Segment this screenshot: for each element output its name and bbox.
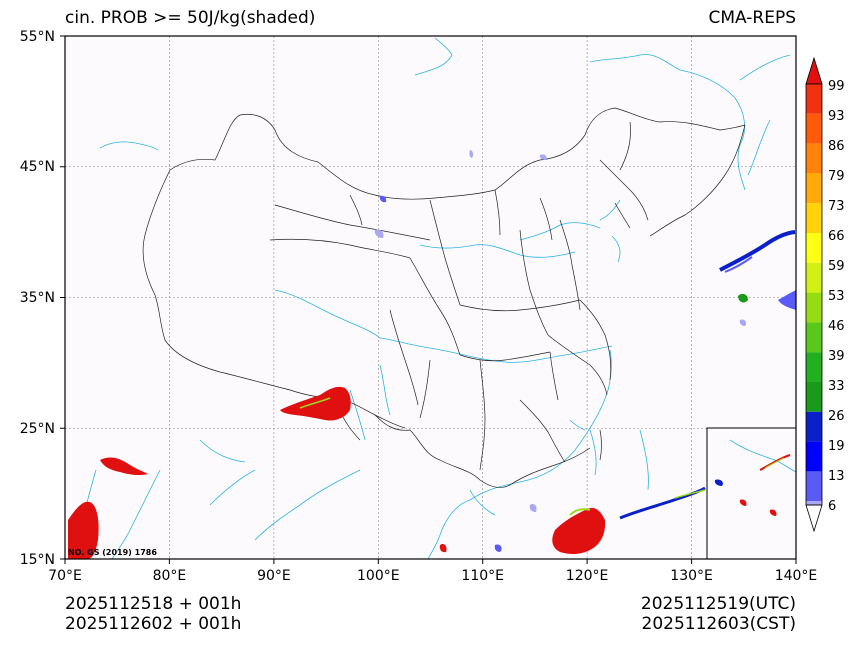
longitude-axis: 70°E 80°E 90°E 100°E 110°E 120°E 130°E 1… <box>48 559 817 584</box>
administrative-borders <box>142 107 746 488</box>
colorbar-level-label: 39 <box>828 349 845 364</box>
colorbar-level-label: 46 <box>828 319 845 334</box>
colorbar-swatch <box>806 501 822 505</box>
lon-tick-label: 70°E <box>48 568 82 584</box>
lon-tick-label: 110°E <box>461 568 504 584</box>
lat-tick-label: 25°N <box>20 421 55 437</box>
colorbar-swatch <box>806 262 822 293</box>
map-title: cin. PROB >= 50J/kg(shaded) <box>65 8 316 28</box>
colorbar-swatch <box>806 411 822 442</box>
colorbar-min-arrow <box>805 504 823 533</box>
colorbar-swatch <box>806 352 822 382</box>
graticule <box>65 36 796 559</box>
colorbar-swatch <box>806 84 822 114</box>
colorbar-level-label: 59 <box>828 259 845 274</box>
lat-tick-label: 15°N <box>20 552 55 568</box>
lat-tick-label: 55°N <box>20 29 55 45</box>
lon-tick-label: 90°E <box>257 568 291 584</box>
colorbar-level-label: 93 <box>828 109 845 124</box>
colorbar-level-label: 19 <box>828 439 845 454</box>
lon-tick-label: 100°E <box>357 568 400 584</box>
latitude-axis: 15°N 25°N 35°N 45°N 55°N <box>20 29 65 568</box>
map-credit: NO. GS (2019) 1786 <box>68 548 157 557</box>
lat-tick-label: 45°N <box>20 159 55 175</box>
lon-tick-label: 80°E <box>153 568 187 584</box>
lon-tick-label: 140°E <box>775 568 818 584</box>
colorbar-level-label: 73 <box>828 199 845 214</box>
south-china-sea-inset <box>706 427 797 560</box>
model-name: CMA-REPS <box>708 8 796 28</box>
colorbar-level-label: 99 <box>828 79 845 94</box>
colorbar-level-label: 86 <box>828 139 845 154</box>
colorbar-level-label: 79 <box>828 169 845 184</box>
colorbar-swatch <box>806 471 822 502</box>
valid-time-block: 2025112519(UTC) 2025112603(CST) <box>641 594 796 634</box>
colorbar-swatch <box>806 292 822 323</box>
colorbar-swatch <box>806 113 822 144</box>
colorbar-swatch <box>806 143 822 174</box>
init-time-utc: 2025112518 + 001h <box>65 594 242 614</box>
colorbar: 6 13 19 26 33 39 46 53 59 66 73 79 86 93… <box>805 56 845 533</box>
valid-time-cst: 2025112603(CST) <box>641 614 796 634</box>
colorbar-swatch <box>806 203 822 233</box>
lon-tick-label: 120°E <box>566 568 609 584</box>
colorbar-level-label: 53 <box>828 289 845 304</box>
colorbar-swatch <box>806 441 822 472</box>
colorbar-level-label: 13 <box>828 469 845 484</box>
lat-tick-label: 35°N <box>20 290 55 306</box>
colorbar-swatch <box>806 173 822 204</box>
colorbar-level-label: 33 <box>828 379 845 394</box>
lon-tick-label: 130°E <box>670 568 713 584</box>
colorbar-swatch <box>806 382 822 412</box>
valid-time-utc: 2025112519(UTC) <box>640 594 796 614</box>
probability-shading <box>68 150 796 559</box>
colorbar-swatch <box>806 322 822 353</box>
init-time-block: 2025112518 + 001h 2025112602 + 001h <box>65 594 241 634</box>
colorbar-max-arrow <box>805 56 823 85</box>
init-time-cst: 2025112602 + 001h <box>65 614 242 634</box>
colorbar-swatch <box>806 233 822 263</box>
colorbar-level-label: 6 <box>828 499 836 514</box>
colorbar-level-label: 66 <box>828 229 845 244</box>
colorbar-level-label: 26 <box>828 409 845 424</box>
